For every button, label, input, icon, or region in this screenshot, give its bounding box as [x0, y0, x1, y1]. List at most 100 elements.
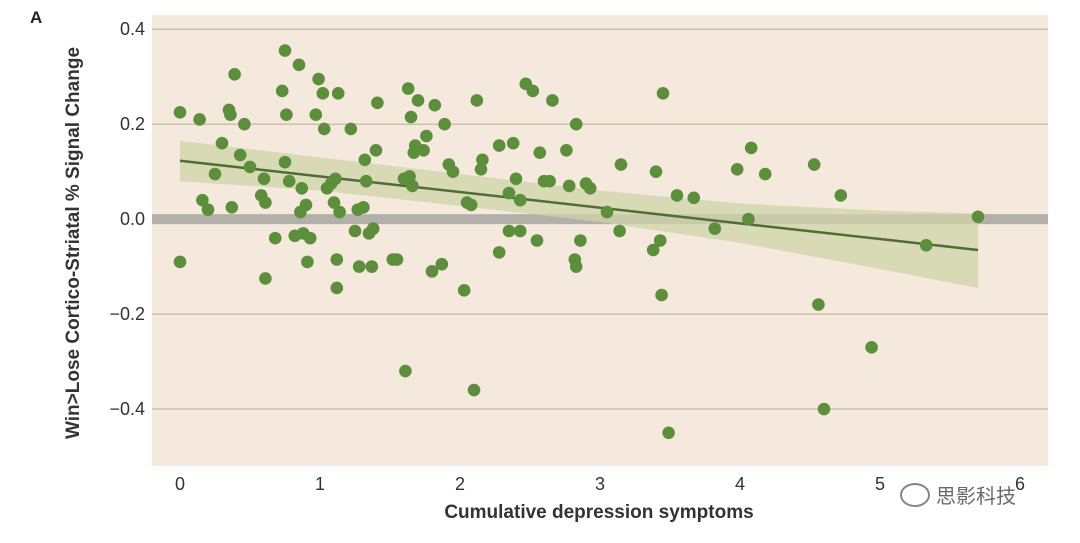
data-point: [526, 84, 540, 98]
data-point: [708, 222, 722, 235]
data-point: [317, 122, 331, 136]
data-point: [259, 272, 272, 285]
y-tick-label: −0.4: [109, 399, 145, 419]
data-point: [358, 153, 372, 167]
data-point: [327, 196, 341, 209]
data-point: [348, 224, 362, 238]
data-point: [312, 72, 325, 86]
watermark-text: 思影科技: [936, 486, 1016, 508]
data-point: [278, 155, 292, 169]
data-point: [655, 288, 668, 302]
data-point: [562, 179, 576, 193]
data-point: [331, 87, 345, 100]
data-point: [390, 253, 404, 266]
data-point: [257, 172, 271, 186]
data-point: [208, 167, 222, 181]
data-point: [224, 108, 237, 121]
data-point: [574, 234, 587, 247]
data-point: [406, 179, 419, 193]
data-point: [333, 205, 346, 219]
data-point: [513, 224, 527, 238]
data-point: [233, 148, 247, 162]
x-tick-label: 6: [1015, 474, 1025, 494]
data-point: [687, 191, 701, 205]
data-point: [730, 162, 744, 176]
data-point: [502, 186, 516, 200]
data-point: [371, 96, 384, 110]
data-point: [399, 364, 412, 378]
data-point: [492, 139, 506, 152]
data-point: [600, 205, 614, 219]
data-point: [543, 174, 556, 188]
data-point: [613, 224, 626, 238]
data-point: [506, 136, 520, 150]
data-point: [357, 200, 370, 214]
data-point: [411, 94, 425, 107]
data-point: [834, 189, 848, 202]
data-point: [476, 153, 489, 167]
data-point: [817, 402, 831, 416]
data-point: [352, 260, 366, 273]
data-point: [278, 44, 292, 57]
data-point: [670, 189, 684, 202]
data-point: [467, 383, 481, 397]
data-point: [299, 198, 313, 212]
data-point: [457, 284, 471, 297]
data-point: [193, 113, 206, 126]
data-point: [812, 298, 825, 311]
y-tick-label: 0.0: [120, 209, 145, 229]
data-point: [309, 108, 323, 121]
data-point: [807, 158, 821, 171]
data-point: [292, 58, 306, 72]
x-tick-label: 4: [735, 474, 745, 494]
data-point: [513, 193, 527, 207]
data-point: [243, 160, 257, 174]
data-point: [742, 212, 755, 226]
y-tick-label: 0.4: [120, 19, 145, 39]
regression-line: [179, 159, 979, 252]
data-point: [614, 158, 628, 171]
data-point: [420, 129, 433, 143]
data-point: [359, 174, 373, 188]
x-tick-label: 5: [875, 474, 885, 494]
x-axis-label: Cumulative depression symptoms: [444, 502, 754, 523]
wechat-icon: [900, 482, 930, 507]
data-point: [646, 243, 660, 257]
panel-label: A: [30, 8, 43, 27]
data-point: [653, 234, 667, 247]
x-tick-label: 2: [455, 474, 465, 494]
data-point: [530, 234, 544, 247]
data-point: [196, 193, 209, 207]
data-point: [502, 224, 516, 238]
data-point: [865, 341, 878, 354]
data-point: [662, 426, 675, 440]
data-point: [533, 146, 547, 159]
data-point: [470, 94, 484, 107]
data-point: [569, 260, 583, 273]
data-point: [971, 210, 985, 224]
confidence-band: [180, 140, 978, 288]
data-point: [316, 87, 330, 100]
data-point: [365, 260, 379, 273]
x-tick-label: 1: [315, 474, 325, 494]
data-point: [173, 255, 187, 269]
y-tick-label: 0.2: [120, 114, 145, 134]
data-point: [280, 108, 293, 121]
data-point: [425, 265, 439, 278]
data-point: [173, 106, 187, 119]
data-point: [919, 238, 933, 252]
data-point: [474, 162, 488, 176]
watermark: 思影科技: [900, 480, 1016, 509]
data-point: [228, 68, 241, 81]
data-point: [330, 281, 344, 295]
data-point: [509, 172, 523, 186]
data-point: [560, 144, 573, 157]
data-point: [464, 198, 478, 212]
data-point: [649, 165, 663, 178]
data-point: [369, 144, 383, 157]
x-tick-label: 0: [175, 474, 185, 494]
data-point: [569, 117, 583, 131]
data-point: [401, 82, 415, 95]
data-point: [403, 170, 416, 183]
